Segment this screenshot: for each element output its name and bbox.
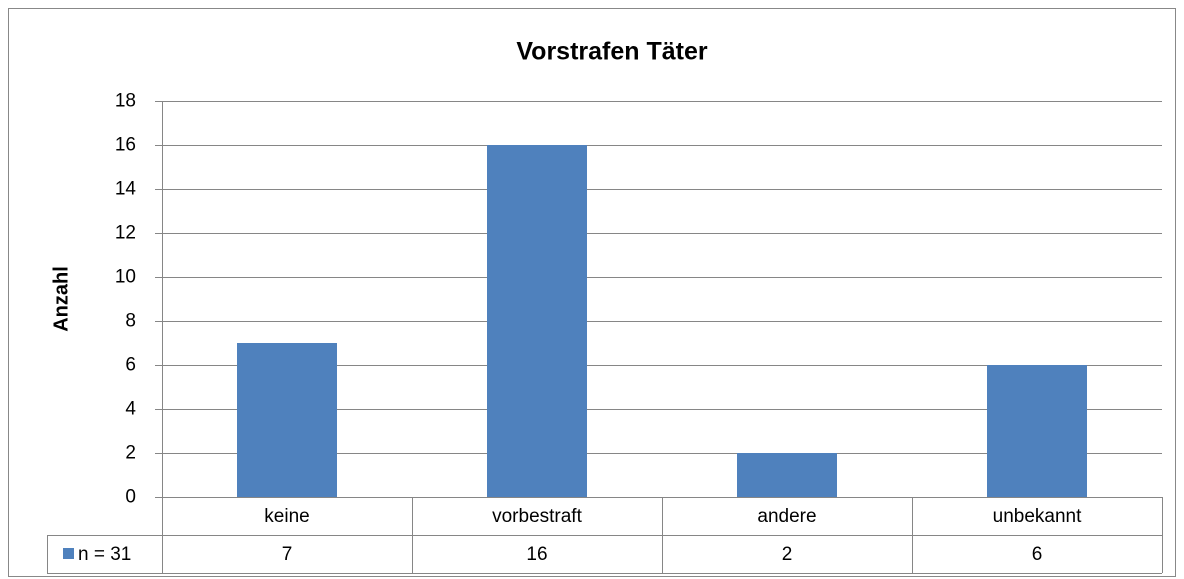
chart-title: Vorstrafen Täter <box>516 38 708 66</box>
y-tick-label: 6 <box>125 355 136 376</box>
chart-border <box>8 8 1176 577</box>
bar <box>237 343 337 497</box>
bar <box>737 453 837 497</box>
legend-label: n = 31 <box>78 544 131 565</box>
data-table-value: 6 <box>1032 544 1043 565</box>
x-tick-label: vorbestraft <box>492 506 582 527</box>
x-tick-label: unbekannt <box>993 506 1082 527</box>
bar <box>487 145 587 497</box>
data-table-value: 16 <box>526 544 547 565</box>
y-tick-label: 4 <box>125 399 136 420</box>
y-axis-title: Anzahl <box>50 266 72 332</box>
y-tick-label: 18 <box>115 91 136 112</box>
data-table-value: 2 <box>782 544 793 565</box>
legend-key <box>63 548 74 559</box>
y-tick-label: 10 <box>115 267 136 288</box>
y-tick-label: 16 <box>115 135 136 156</box>
y-tick-label: 14 <box>115 179 137 200</box>
y-tick-label: 8 <box>125 311 136 332</box>
bar <box>987 365 1087 497</box>
y-tick-label: 0 <box>125 487 136 508</box>
y-tick-label: 2 <box>125 443 136 464</box>
x-tick-label: andere <box>757 506 816 527</box>
y-tick-label: 12 <box>115 223 136 244</box>
data-table-value: 7 <box>282 544 293 565</box>
x-tick-label: keine <box>264 506 309 527</box>
